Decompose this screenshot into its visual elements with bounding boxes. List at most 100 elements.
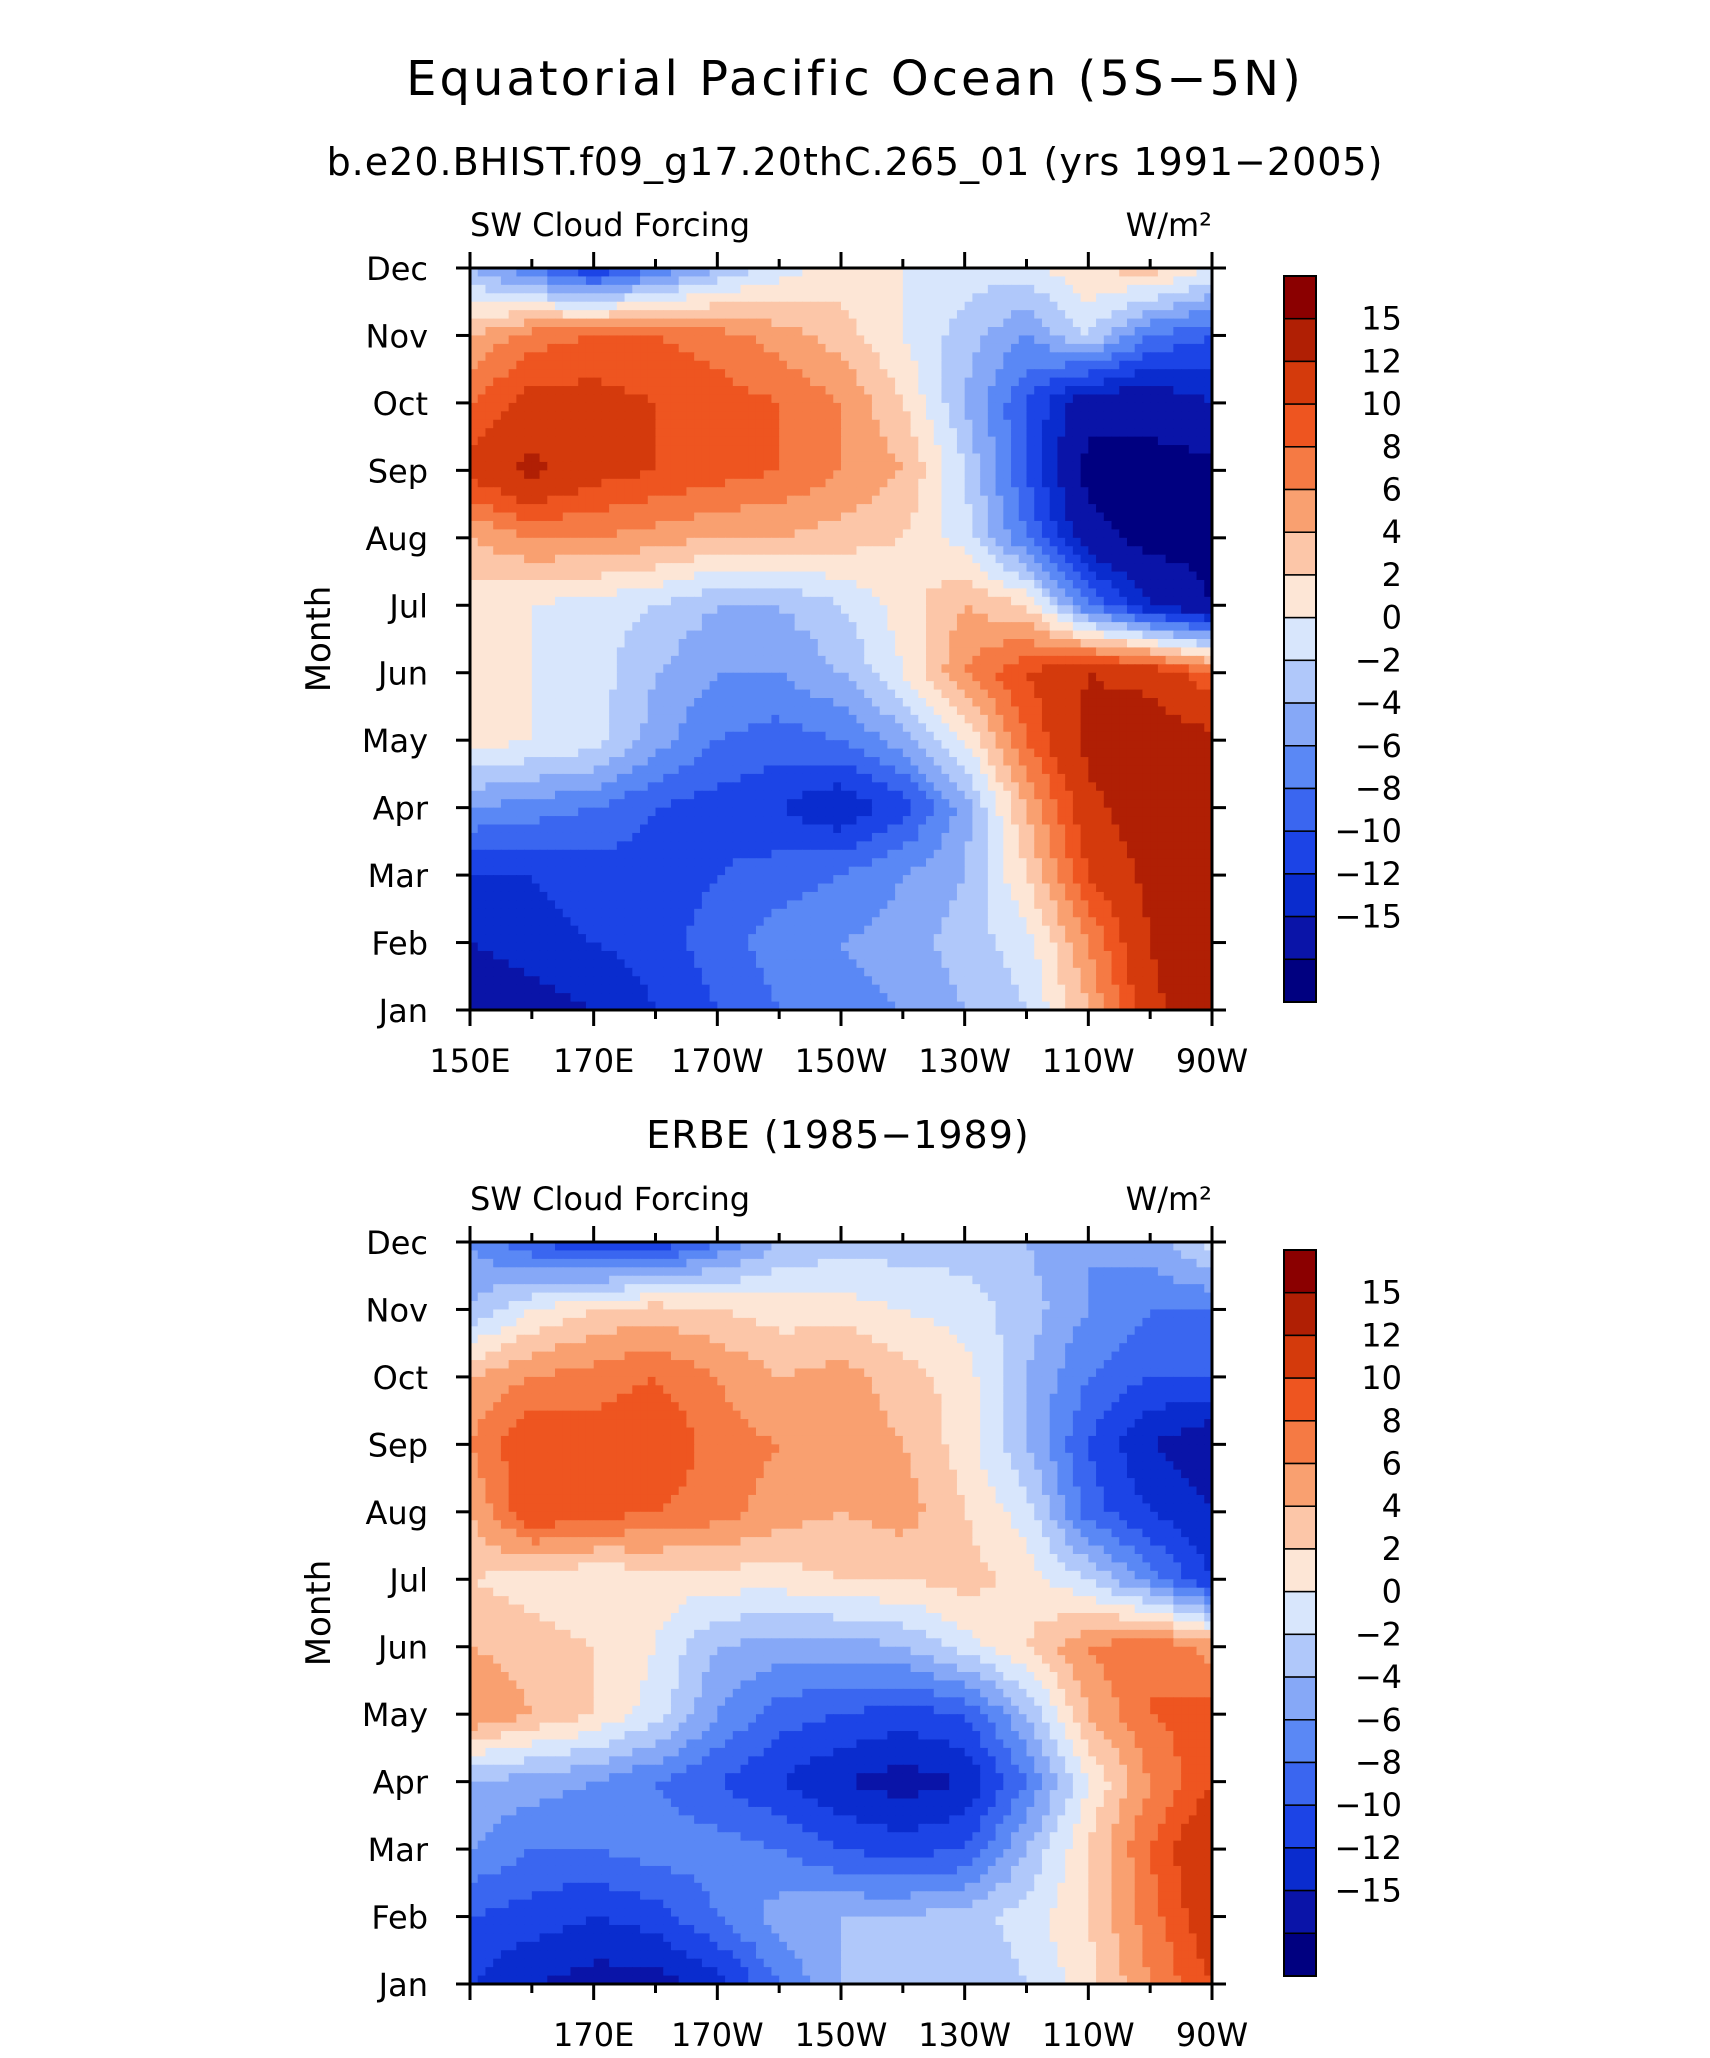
heatmap-cell xyxy=(524,504,533,514)
heatmap-cell xyxy=(871,445,881,455)
heatmap-cell xyxy=(1150,495,1159,505)
heatmap-cell xyxy=(763,579,773,590)
heatmap-cell xyxy=(740,596,749,606)
heatmap-cell xyxy=(663,310,672,320)
heatmap-cell xyxy=(1088,529,1097,539)
heatmap-cell xyxy=(902,664,912,674)
heatmap-cell xyxy=(470,360,479,370)
heatmap-cell xyxy=(779,495,788,505)
heatmap-cell xyxy=(1142,453,1151,463)
heatmap-cell xyxy=(578,504,587,514)
heatmap-cell xyxy=(709,537,718,547)
heatmap-cell xyxy=(972,318,981,328)
heatmap-cell xyxy=(1041,588,1051,598)
heatmap-cell xyxy=(1080,301,1089,311)
heatmap-cell xyxy=(601,630,610,640)
heatmap-cell xyxy=(531,360,541,370)
heatmap-cell xyxy=(871,596,881,606)
heatmap-cell xyxy=(562,596,572,606)
heatmap-cell xyxy=(1011,495,1020,505)
heatmap-cell xyxy=(802,639,811,649)
heatmap-cell xyxy=(578,512,587,522)
heatmap-cell xyxy=(1126,605,1136,615)
heatmap-cell xyxy=(701,537,711,547)
heatmap-cell xyxy=(1026,369,1035,379)
heatmap-cell xyxy=(755,386,765,396)
heatmap-cell xyxy=(1119,647,1128,657)
heatmap-cell xyxy=(879,588,888,598)
heatmap-cell xyxy=(578,369,587,379)
heatmap-cell xyxy=(871,335,881,345)
heatmap-cell xyxy=(609,622,618,632)
heatmap-cell xyxy=(1103,630,1113,640)
heatmap-cell xyxy=(678,293,688,303)
heatmap-cell xyxy=(1041,478,1051,488)
heatmap-cell xyxy=(1049,605,1059,615)
heatmap-cell xyxy=(817,360,827,370)
heatmap-cell xyxy=(609,504,618,514)
heatmap-cell xyxy=(500,664,510,674)
heatmap-cell xyxy=(794,698,803,708)
heatmap-cell xyxy=(578,664,587,674)
heatmap-cell xyxy=(1142,529,1151,539)
heatmap-cell xyxy=(1165,546,1174,556)
heatmap-cell xyxy=(485,386,494,396)
heatmap-cell xyxy=(964,478,973,488)
heatmap-cell xyxy=(555,504,564,514)
heatmap-cell xyxy=(933,453,943,463)
heatmap-cell xyxy=(585,276,595,286)
heatmap-cell xyxy=(663,655,672,665)
heatmap-cell xyxy=(1065,461,1074,471)
heatmap-cell xyxy=(763,360,773,370)
heatmap-cell xyxy=(810,453,819,463)
heatmap-cell xyxy=(833,310,842,320)
heatmap-cell xyxy=(779,394,788,404)
heatmap-cell xyxy=(593,588,602,598)
heatmap-cell xyxy=(725,504,734,514)
heatmap-cell xyxy=(516,579,525,590)
heatmap-cell xyxy=(763,495,773,505)
heatmap-cell xyxy=(663,630,672,640)
heatmap-cell xyxy=(825,461,834,471)
heatmap-cell xyxy=(477,268,487,278)
heatmap-cell xyxy=(902,672,912,682)
heatmap-cell xyxy=(972,537,981,547)
heatmap-cell xyxy=(678,664,688,674)
heatmap-cell xyxy=(1196,318,1205,328)
heatmap-cell xyxy=(663,453,672,463)
heatmap-cell xyxy=(632,495,641,505)
heatmap-cell xyxy=(817,436,827,446)
heatmap-cell xyxy=(879,386,888,396)
heatmap-cell xyxy=(755,579,765,590)
heatmap-cell xyxy=(1065,428,1074,438)
heatmap-cell xyxy=(1150,276,1159,286)
heatmap-cell xyxy=(1196,588,1205,598)
heatmap-cell xyxy=(879,327,888,337)
heatmap-cell xyxy=(555,554,564,564)
heatmap-cell xyxy=(578,655,587,665)
heatmap-cell xyxy=(856,520,865,530)
heatmap-cell xyxy=(1134,596,1144,606)
heatmap-cell xyxy=(1103,276,1113,286)
heatmap-cell xyxy=(902,504,912,514)
heatmap-cell xyxy=(887,268,896,278)
heatmap-cell xyxy=(755,571,765,581)
heatmap-cell xyxy=(1111,681,1120,691)
heatmap-cell xyxy=(647,554,657,564)
heatmap-cell xyxy=(763,386,773,396)
heatmap-cell xyxy=(1142,655,1151,665)
heatmap-cell xyxy=(1057,335,1066,345)
heatmap-cell xyxy=(609,639,618,649)
heatmap-cell xyxy=(995,377,1004,387)
heatmap-cell xyxy=(1150,512,1159,522)
heatmap-cell xyxy=(470,453,479,463)
heatmap-cell xyxy=(949,495,958,505)
heatmap-cell xyxy=(871,343,881,353)
heatmap-cell xyxy=(647,318,657,328)
heatmap-cell xyxy=(972,512,981,522)
heatmap-cell xyxy=(1072,605,1082,615)
heatmap-cell xyxy=(856,461,865,471)
heatmap-cell xyxy=(732,268,742,278)
heatmap-cell xyxy=(1057,563,1066,573)
heatmap-cell xyxy=(1126,386,1136,396)
